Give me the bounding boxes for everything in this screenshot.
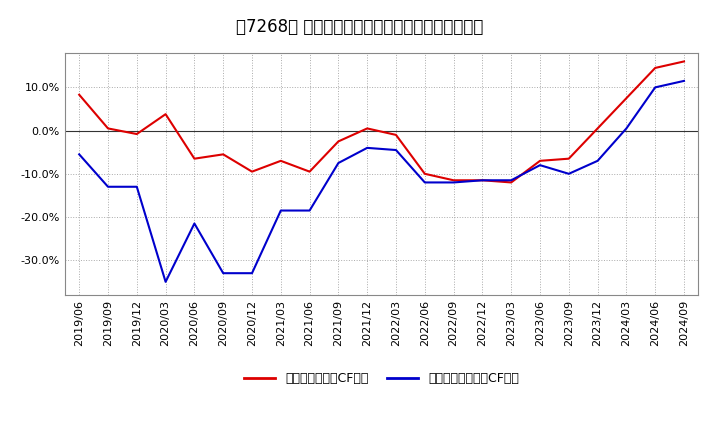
Text: ［7268］ 有利子負債キャッシュフロー比率の推移: ［7268］ 有利子負債キャッシュフロー比率の推移 [236,18,484,36]
Legend: 有利子負債営業CF比率, 有利子負債フリーCF比率: 有利子負債営業CF比率, 有利子負債フリーCF比率 [239,367,524,390]
